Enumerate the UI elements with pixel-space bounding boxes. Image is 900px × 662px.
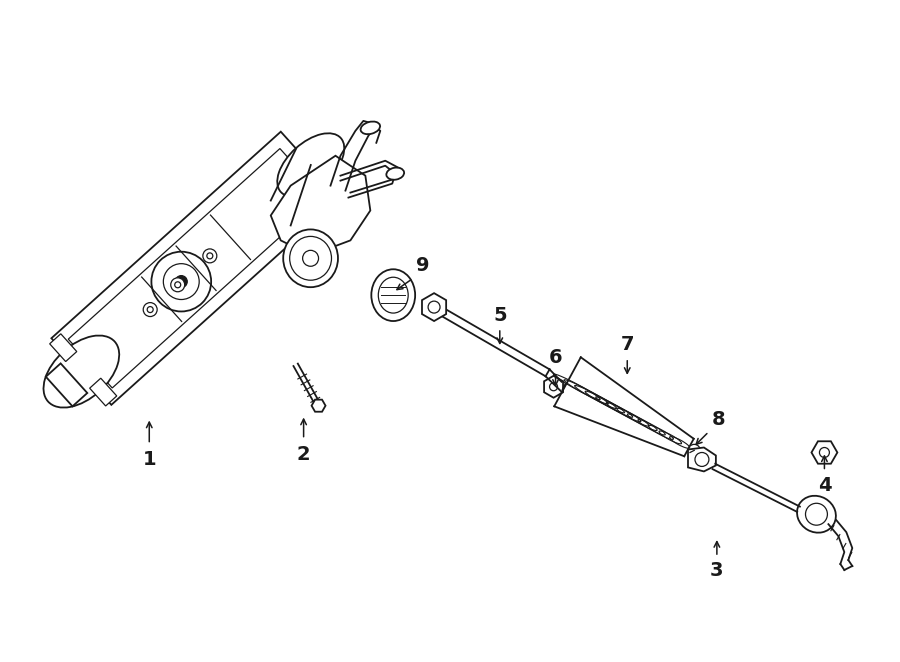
- Circle shape: [302, 250, 319, 266]
- Text: 9: 9: [417, 256, 430, 275]
- Polygon shape: [812, 442, 837, 463]
- Circle shape: [428, 301, 440, 313]
- Polygon shape: [688, 448, 716, 471]
- Ellipse shape: [284, 230, 338, 287]
- Polygon shape: [271, 156, 370, 256]
- Circle shape: [550, 383, 557, 391]
- Text: 4: 4: [817, 476, 832, 495]
- Ellipse shape: [797, 496, 836, 533]
- Circle shape: [176, 275, 187, 287]
- Text: 2: 2: [297, 445, 310, 464]
- Text: 1: 1: [142, 450, 156, 469]
- Text: 7: 7: [620, 336, 634, 354]
- Ellipse shape: [277, 133, 345, 197]
- Text: 8: 8: [712, 410, 725, 429]
- Circle shape: [151, 252, 212, 311]
- Polygon shape: [311, 400, 326, 412]
- Polygon shape: [422, 293, 446, 321]
- Circle shape: [688, 444, 700, 456]
- Text: 6: 6: [549, 348, 562, 367]
- Ellipse shape: [372, 269, 415, 321]
- Circle shape: [207, 253, 212, 259]
- Circle shape: [171, 278, 184, 292]
- Circle shape: [175, 282, 181, 288]
- Polygon shape: [90, 378, 117, 406]
- Text: 3: 3: [710, 561, 724, 581]
- Polygon shape: [50, 334, 76, 361]
- Circle shape: [148, 307, 153, 312]
- Polygon shape: [46, 363, 87, 406]
- Circle shape: [695, 453, 709, 467]
- Ellipse shape: [361, 122, 380, 134]
- Polygon shape: [544, 376, 563, 398]
- Text: 5: 5: [493, 306, 507, 324]
- Circle shape: [143, 303, 157, 316]
- Polygon shape: [51, 132, 341, 405]
- Ellipse shape: [386, 167, 404, 180]
- Circle shape: [819, 448, 830, 457]
- Circle shape: [202, 249, 217, 263]
- Ellipse shape: [43, 336, 119, 408]
